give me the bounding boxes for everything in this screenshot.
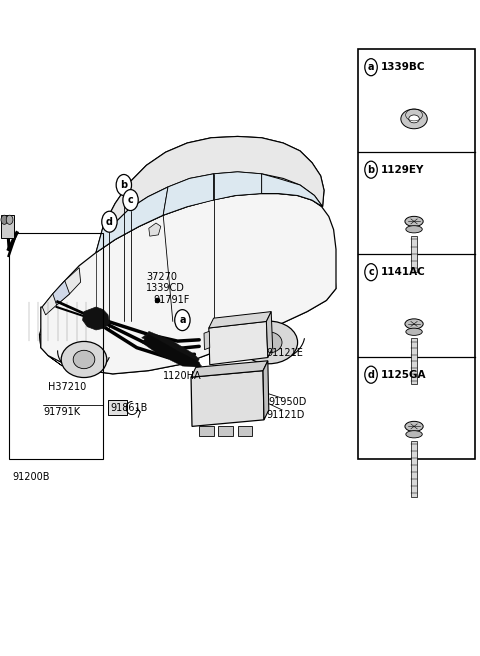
Ellipse shape [405, 216, 423, 226]
Text: 1125GA: 1125GA [381, 370, 426, 380]
Text: c: c [368, 267, 374, 277]
Polygon shape [209, 321, 268, 365]
Text: b: b [368, 165, 374, 174]
Polygon shape [199, 426, 214, 436]
Polygon shape [262, 174, 323, 207]
Text: 1129EY: 1129EY [381, 165, 424, 174]
Ellipse shape [256, 332, 282, 353]
Ellipse shape [401, 109, 427, 129]
Text: a: a [368, 62, 374, 72]
FancyBboxPatch shape [411, 441, 417, 497]
Polygon shape [191, 371, 264, 426]
Ellipse shape [405, 421, 423, 432]
Polygon shape [83, 307, 109, 330]
Circle shape [365, 58, 377, 75]
Circle shape [1, 215, 8, 224]
Circle shape [175, 310, 190, 331]
Text: 1339CD: 1339CD [146, 283, 185, 293]
Text: 91791K: 91791K [43, 407, 80, 417]
Polygon shape [191, 361, 268, 377]
Polygon shape [142, 335, 202, 367]
Text: c: c [128, 195, 133, 205]
FancyBboxPatch shape [411, 338, 417, 384]
Circle shape [365, 161, 377, 178]
Circle shape [365, 264, 377, 281]
Ellipse shape [406, 226, 422, 233]
Ellipse shape [405, 319, 423, 329]
Polygon shape [41, 194, 336, 374]
Text: 1141AC: 1141AC [381, 267, 425, 277]
Polygon shape [142, 331, 199, 364]
Polygon shape [218, 426, 233, 436]
Text: d: d [368, 370, 374, 380]
Text: 91200B: 91200B [12, 472, 49, 482]
Polygon shape [263, 361, 269, 420]
Text: 1339BC: 1339BC [381, 62, 425, 72]
Polygon shape [96, 187, 168, 253]
Polygon shape [103, 136, 324, 226]
Text: 91861B: 91861B [110, 403, 148, 413]
Polygon shape [96, 136, 324, 253]
FancyBboxPatch shape [411, 236, 417, 272]
Text: 91950D: 91950D [269, 397, 307, 407]
Polygon shape [149, 223, 161, 236]
Polygon shape [53, 281, 70, 305]
Circle shape [365, 366, 377, 383]
Circle shape [102, 211, 117, 232]
FancyBboxPatch shape [1, 215, 14, 238]
Text: 91791F: 91791F [154, 295, 190, 304]
Polygon shape [42, 268, 81, 315]
Text: d: d [106, 216, 113, 227]
FancyBboxPatch shape [108, 400, 127, 415]
Text: 91121D: 91121D [266, 410, 305, 420]
Polygon shape [209, 312, 271, 328]
Ellipse shape [61, 341, 107, 378]
Circle shape [6, 215, 13, 224]
Text: 37270: 37270 [146, 272, 178, 282]
Text: 1120HA: 1120HA [163, 371, 202, 380]
Ellipse shape [406, 328, 422, 335]
Polygon shape [214, 172, 262, 200]
Ellipse shape [406, 430, 422, 438]
Polygon shape [204, 331, 210, 350]
Text: b: b [120, 180, 127, 190]
Polygon shape [266, 312, 273, 358]
Circle shape [116, 174, 132, 195]
Ellipse shape [240, 321, 298, 363]
Polygon shape [238, 426, 252, 436]
Text: 91121E: 91121E [266, 348, 303, 358]
Circle shape [123, 190, 138, 211]
Text: a: a [179, 315, 186, 325]
Ellipse shape [73, 350, 95, 369]
Text: H37210: H37210 [48, 382, 86, 392]
Ellipse shape [409, 115, 420, 123]
Polygon shape [163, 174, 214, 215]
